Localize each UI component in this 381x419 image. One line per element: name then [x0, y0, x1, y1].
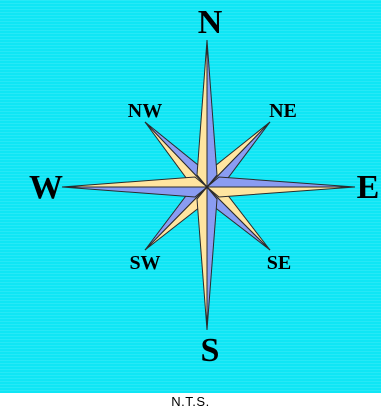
east-point-top	[207, 177, 355, 187]
east-point-bottom	[207, 187, 355, 197]
label-west: W	[29, 169, 63, 206]
south-point-right	[207, 187, 217, 330]
west-point-bottom	[62, 187, 207, 197]
cardinal-points	[62, 40, 355, 330]
compass-rose: N S W E NW NE SW SE	[0, 0, 381, 393]
label-east: E	[357, 169, 380, 206]
label-northwest: NW	[128, 100, 162, 122]
scale-note: N.T.S.	[0, 394, 381, 409]
label-northeast: NE	[269, 100, 297, 122]
north-point-right	[207, 40, 217, 187]
label-southwest: SW	[129, 252, 160, 274]
south-point-left	[197, 187, 207, 330]
label-southeast: SE	[267, 252, 291, 274]
label-south: S	[201, 332, 220, 369]
label-north: N	[198, 4, 223, 41]
west-point-top	[62, 177, 207, 187]
north-point-left	[197, 40, 207, 187]
